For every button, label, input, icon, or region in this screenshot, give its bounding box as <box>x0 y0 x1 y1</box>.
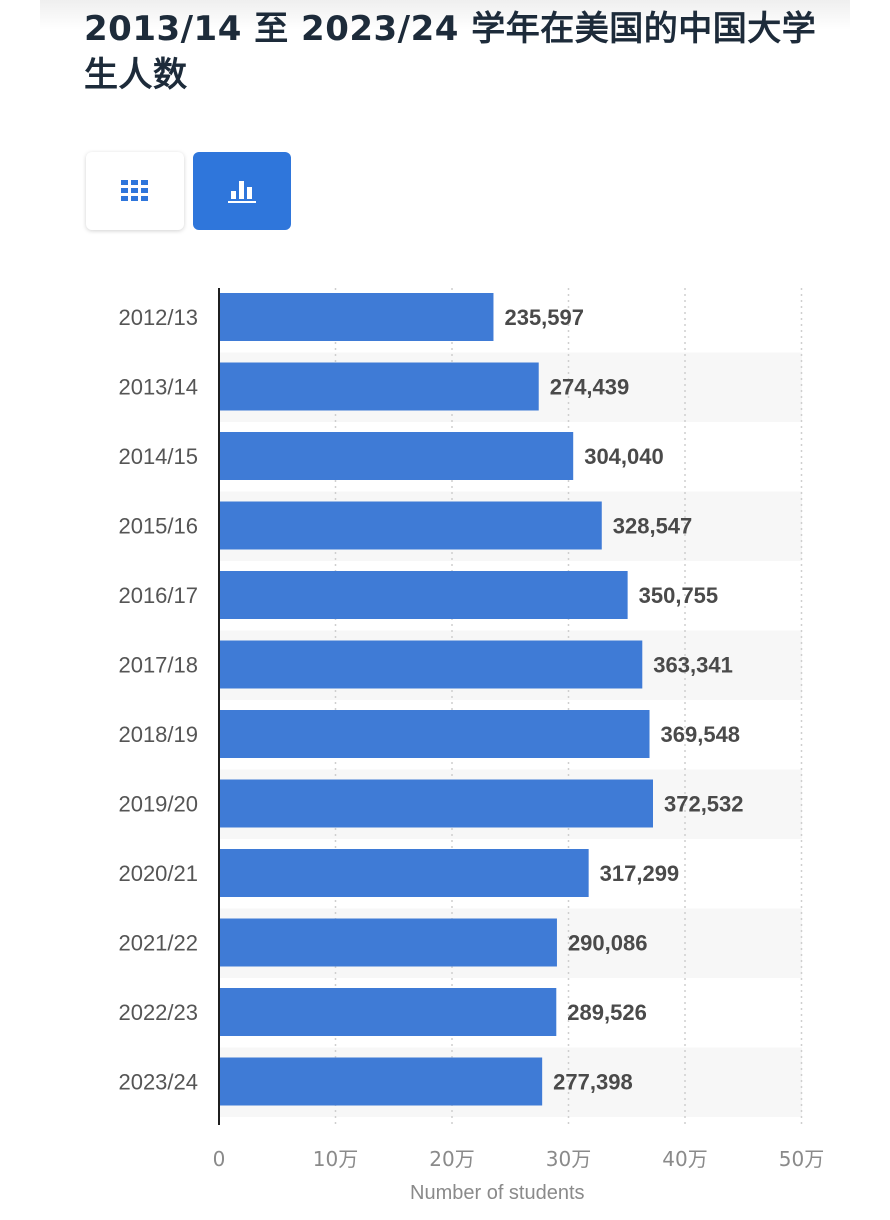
bar <box>220 640 643 689</box>
bar <box>220 571 628 619</box>
bar-chart-icon <box>228 181 256 203</box>
bar <box>220 1057 543 1106</box>
x-tick-label: 50万 <box>779 1147 824 1171</box>
chart-view-button[interactable] <box>193 152 291 230</box>
value-label: 372,532 <box>664 792 744 817</box>
value-label: 274,439 <box>550 375 630 400</box>
category-label: 2018/19 <box>118 722 198 747</box>
x-tick-label: 10万 <box>313 1147 358 1171</box>
category-label: 2016/17 <box>118 583 198 608</box>
x-tick-label: 20万 <box>429 1147 474 1171</box>
bar <box>220 988 557 1036</box>
table-view-button[interactable] <box>86 152 184 230</box>
category-label: 2014/15 <box>118 444 198 469</box>
category-label: 2013/14 <box>118 375 198 400</box>
value-label: 328,547 <box>613 514 693 539</box>
value-label: 317,299 <box>600 861 680 886</box>
category-label: 2012/13 <box>118 305 198 330</box>
value-label: 289,526 <box>567 1000 647 1025</box>
value-label: 350,755 <box>639 583 719 608</box>
value-label: 235,597 <box>504 305 584 330</box>
bar <box>220 432 574 480</box>
category-label: 2022/23 <box>118 1000 198 1025</box>
chart-area: 2012/13 235,597 2013/14 274,439 2014/15 304,0… <box>0 280 890 1220</box>
x-axis-title: Number of students <box>410 1182 585 1204</box>
x-tick-label: 0 <box>213 1147 226 1171</box>
bar-chart: 2012/13 235,597 2013/14 274,439 2014/15 304,0… <box>118 288 824 1171</box>
category-label: 2015/16 <box>118 514 198 539</box>
bar <box>220 849 589 897</box>
bar <box>220 710 650 758</box>
value-label: 277,398 <box>553 1070 633 1095</box>
category-label: 2019/20 <box>118 792 198 817</box>
value-label: 369,548 <box>661 722 741 747</box>
category-label: 2021/22 <box>118 931 198 956</box>
bar <box>220 362 539 411</box>
page-title: 2013/14 至 2023/24 学年在美国的中国大学生人数 <box>84 9 817 95</box>
category-label: 2017/18 <box>118 653 198 678</box>
category-label: 2023/24 <box>118 1070 198 1095</box>
grid-icon <box>121 180 148 201</box>
x-tick-label: 40万 <box>662 1147 707 1171</box>
bar <box>220 293 494 341</box>
category-label: 2020/21 <box>118 861 198 886</box>
bar <box>220 918 557 967</box>
value-label: 290,086 <box>568 931 648 956</box>
bar <box>220 501 602 550</box>
value-label: 363,341 <box>653 653 733 678</box>
x-tick-label: 30万 <box>546 1147 591 1171</box>
bar <box>220 779 653 828</box>
value-label: 304,040 <box>584 444 664 469</box>
top-fade <box>40 0 850 30</box>
